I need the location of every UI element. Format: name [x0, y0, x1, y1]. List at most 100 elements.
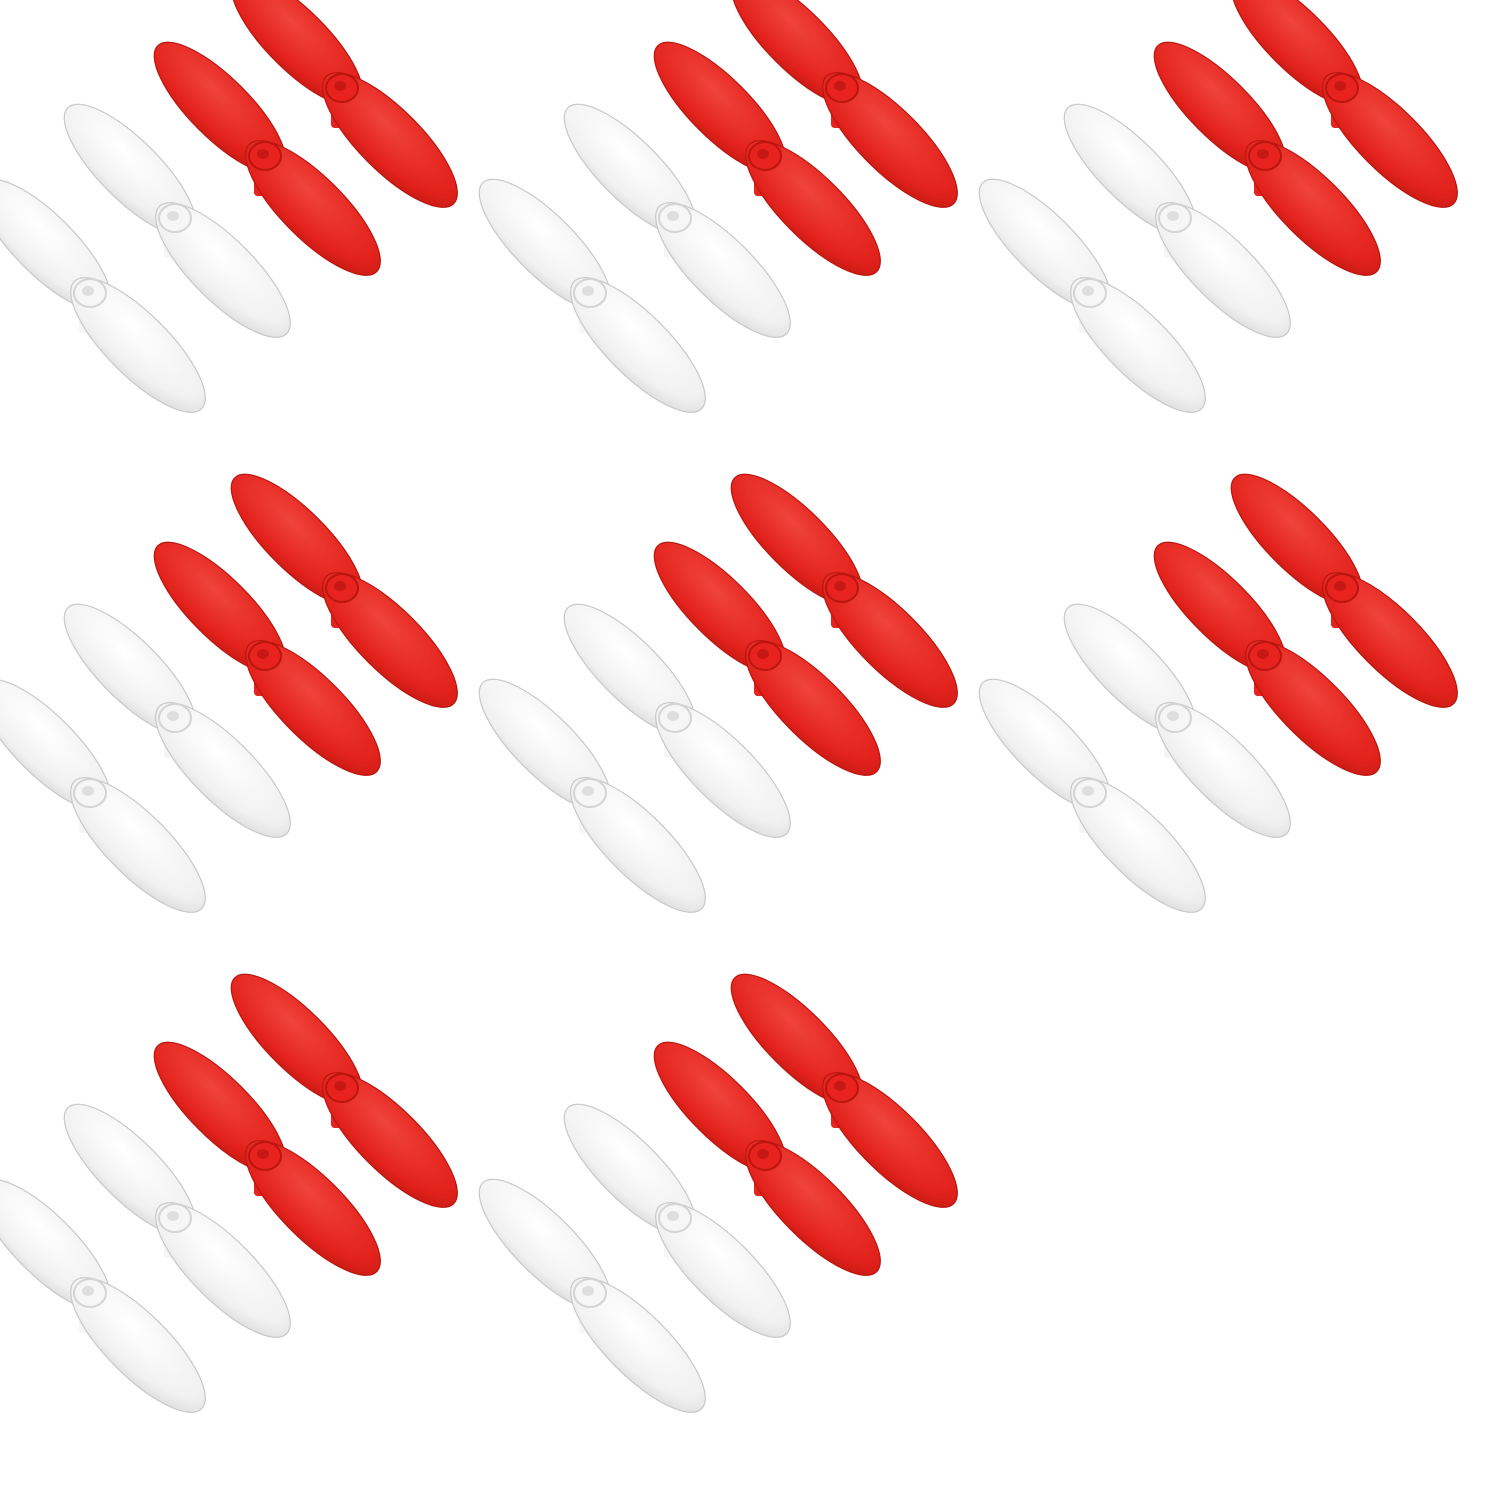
white-propeller-front	[0, 678, 206, 913]
prop-hub-hole	[257, 1149, 269, 1159]
prop-hub-hole	[82, 1286, 94, 1296]
blade-lower	[322, 72, 458, 208]
prop-hub-hole	[1082, 286, 1094, 296]
red-propeller-back	[230, 0, 458, 208]
blade-lower	[822, 72, 958, 208]
blade-lower	[1322, 572, 1458, 708]
prop-hub-hole	[1334, 81, 1346, 91]
blade-lower	[70, 777, 206, 913]
blade-lower	[155, 702, 291, 838]
blade-lower	[155, 1202, 291, 1338]
prop-hub-hole	[257, 149, 269, 159]
blade-lower	[745, 140, 881, 276]
blade-lower	[322, 572, 458, 708]
blade-lower	[1155, 702, 1291, 838]
white-propeller-back	[63, 1103, 291, 1338]
blade-lower	[322, 1072, 458, 1208]
white-propeller-front	[478, 178, 706, 413]
white-propeller-back	[63, 603, 291, 838]
blade-lower	[745, 640, 881, 776]
prop-hub-hole	[167, 1211, 179, 1221]
prop-hub-hole	[667, 211, 679, 221]
white-propeller-front	[0, 1178, 206, 1413]
prop-hub-hole	[667, 711, 679, 721]
blade-lower	[245, 1140, 381, 1276]
white-propeller-back	[563, 603, 791, 838]
red-propeller-back	[230, 473, 458, 708]
white-propeller-back	[563, 1103, 791, 1338]
blade-lower	[245, 140, 381, 276]
prop-hub-hole	[757, 149, 769, 159]
white-propeller-front	[478, 678, 706, 913]
white-propeller-front	[978, 678, 1206, 913]
white-propeller-back	[563, 103, 791, 338]
red-propeller-front	[153, 41, 381, 276]
prop-hub-hole	[834, 81, 846, 91]
blade-lower	[745, 1140, 881, 1276]
prop-hub-hole	[582, 286, 594, 296]
propeller-set-3	[978, 0, 1458, 413]
blade-lower	[570, 277, 706, 413]
red-propeller-front	[653, 1041, 881, 1276]
blade-lower	[655, 202, 791, 338]
red-propeller-front	[1153, 41, 1381, 276]
blade-lower	[1322, 72, 1458, 208]
red-propeller-back	[230, 973, 458, 1208]
blade-lower	[570, 1277, 706, 1413]
propeller-set-2	[478, 0, 958, 413]
prop-hub-hole	[82, 786, 94, 796]
prop-hub-hole	[1257, 149, 1269, 159]
red-propeller-back	[1230, 0, 1458, 208]
blade-lower	[245, 640, 381, 776]
propeller-set-8	[478, 973, 958, 1413]
white-propeller-back	[1063, 603, 1291, 838]
prop-hub-hole	[582, 786, 594, 796]
prop-hub-hole	[257, 649, 269, 659]
prop-hub-hole	[582, 1286, 594, 1296]
red-propeller-back	[1230, 473, 1458, 708]
blade-lower	[1070, 777, 1206, 913]
blade-lower	[822, 572, 958, 708]
prop-hub-hole	[1167, 211, 1179, 221]
prop-hub-hole	[334, 81, 346, 91]
blade-lower	[1070, 277, 1206, 413]
red-propeller-back	[730, 473, 958, 708]
prop-hub-hole	[1082, 786, 1094, 796]
blade-lower	[570, 777, 706, 913]
propeller-set-4	[0, 473, 458, 913]
red-propeller-front	[653, 41, 881, 276]
prop-hub-hole	[1167, 711, 1179, 721]
white-propeller-front	[0, 178, 206, 413]
prop-hub-hole	[1334, 581, 1346, 591]
red-propeller-front	[1153, 541, 1381, 776]
prop-hub-hole	[334, 581, 346, 591]
blade-lower	[1155, 202, 1291, 338]
prop-hub-hole	[334, 1081, 346, 1091]
prop-hub-hole	[167, 711, 179, 721]
white-propeller-back	[63, 103, 291, 338]
blade-lower	[70, 277, 206, 413]
white-propeller-front	[978, 178, 1206, 413]
red-propeller-front	[153, 1041, 381, 1276]
propeller-set-7	[0, 973, 458, 1413]
blade-lower	[1245, 140, 1381, 276]
blade-lower	[655, 1202, 791, 1338]
red-propeller-back	[730, 0, 958, 208]
red-propeller-front	[153, 541, 381, 776]
prop-hub-hole	[82, 286, 94, 296]
white-propeller-back	[1063, 103, 1291, 338]
propeller-sets	[0, 0, 1458, 1413]
blade-lower	[655, 702, 791, 838]
red-propeller-front	[653, 541, 881, 776]
white-propeller-front	[478, 1178, 706, 1413]
propeller-set-6	[978, 473, 1458, 913]
propeller-set-1	[0, 0, 458, 413]
prop-hub-hole	[1257, 649, 1269, 659]
red-propeller-back	[730, 973, 958, 1208]
propeller-set-5	[478, 473, 958, 913]
prop-hub-hole	[167, 211, 179, 221]
prop-hub-hole	[834, 1081, 846, 1091]
blade-lower	[70, 1277, 206, 1413]
prop-hub-hole	[757, 649, 769, 659]
